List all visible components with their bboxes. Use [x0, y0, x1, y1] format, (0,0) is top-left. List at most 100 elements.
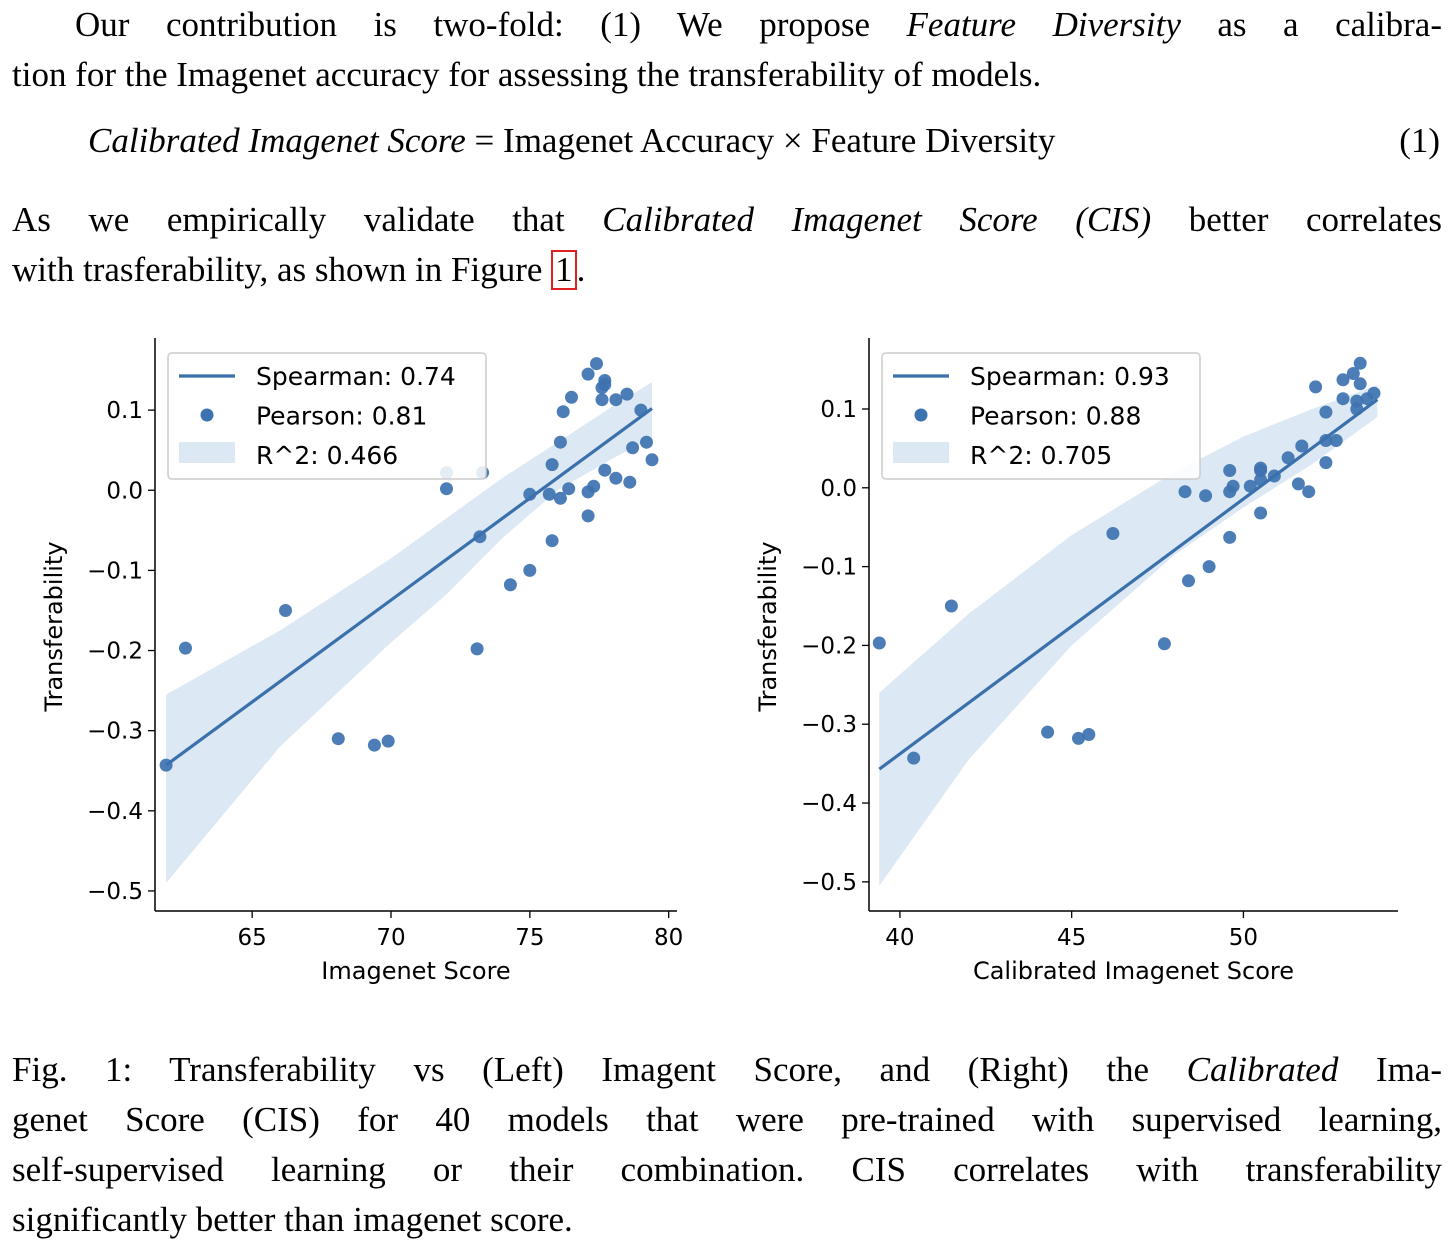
left-data-point-34 [609, 393, 623, 407]
right-data-point-11 [1199, 489, 1213, 503]
left-legend-entry-2: Pearson: 0.81 [256, 402, 427, 431]
left-data-point-13 [523, 563, 537, 577]
left-y-tick-label-3: −0.2 [87, 639, 143, 665]
right-data-point-1 [872, 636, 886, 650]
left-x-tick-label-65: 65 [238, 925, 267, 951]
right-legend-point-swatch [914, 408, 928, 422]
right-y-tick-label-4: −0.1 [801, 555, 857, 581]
equation-1: Calibrated Imagenet Score = Imagenet Acc… [0, 121, 1456, 171]
equation-number: (1) [1399, 121, 1440, 160]
left-legend-band-swatch [179, 442, 235, 463]
equation-rhs: Imagenet Accuracy × Feature Diversity [503, 121, 1056, 160]
left-y-tick-label-0: −0.5 [87, 879, 143, 905]
intro-paragraph: Our contribution is two-fold: (1) We pro… [12, 0, 1442, 100]
left-y-tick-label-6: 0.1 [106, 398, 143, 424]
validate-line-2: with trasferability, as shown in Figure … [12, 250, 586, 290]
right-y-tick-label-5: 0.0 [820, 476, 857, 502]
left-confidence-band [166, 382, 652, 883]
right-data-point-25 [1295, 439, 1309, 453]
left-data-point-25 [581, 367, 595, 381]
right-data-point-9 [1178, 485, 1192, 499]
right-y-tick-label-0: −0.5 [801, 870, 857, 896]
right-data-point-34 [1346, 367, 1360, 380]
right-data-point-33 [1336, 373, 1350, 387]
right-data-point-13 [1223, 530, 1237, 544]
left-data-point-33 [609, 471, 623, 485]
right-data-point-31 [1329, 434, 1343, 447]
equation-equals: = [465, 121, 504, 160]
right-data-point-26 [1302, 485, 1316, 499]
caption-line-3: self-supervised learning or their combin… [12, 1150, 1442, 1189]
intro-line-2: tion for the Imagenet accuracy for asses… [12, 55, 1042, 94]
right-legend-band-swatch [893, 442, 949, 463]
right-legend-entry-3: R^2: 0.705 [970, 441, 1112, 470]
figure-1: 65 70 75 80 −0.5 −0.4 −0.3 −0.2 −0.1 0.0 0.1 Imagen… [40, 338, 1398, 985]
right-x-axis-label: Calibrated Imagenet Score [973, 957, 1294, 985]
left-data-point-2 [179, 641, 192, 655]
right-data-point-15 [1223, 464, 1237, 477]
right-legend-entry-1: Spearman: 0.93 [970, 362, 1170, 391]
left-data-point-22 [565, 390, 578, 404]
left-data-point-18 [553, 491, 567, 505]
right-data-point-23 [1281, 451, 1295, 465]
left-data-point-12 [503, 578, 517, 592]
left-data-point-17 [545, 458, 559, 472]
left-data-point-28 [595, 393, 609, 407]
left-data-point-26 [587, 479, 601, 493]
right-legend-entry-2: Pearson: 0.88 [970, 402, 1141, 431]
right-data-point-21 [1254, 461, 1268, 475]
right-legend [881, 352, 1201, 480]
left-regression-line [165, 407, 653, 767]
left-x-tick-label-80: 80 [654, 925, 683, 951]
right-y-tick-label-2: −0.3 [801, 712, 857, 738]
left-data-point-24 [581, 509, 595, 523]
left-x-tick-label-75: 75 [515, 925, 544, 951]
right-data-point-3 [944, 599, 958, 613]
validate-paragraph: As we empirically validate that Calibrat… [12, 195, 1442, 295]
caption-line-4: significantly better than imagenet score… [12, 1200, 573, 1239]
right-data-point-10 [1182, 574, 1195, 588]
left-data-point-7 [440, 482, 453, 496]
left-data-point-39 [640, 435, 653, 449]
right-data-point-38 [1353, 356, 1367, 370]
right-data-point-24 [1291, 477, 1305, 491]
left-data-point-16 [545, 534, 559, 548]
figure-caption: Fig. 1: Transferability vs (Left) Imagen… [12, 1045, 1442, 1245]
left-data-point-3 [279, 604, 292, 617]
left-legend-entry-3: R^2: 0.466 [256, 441, 398, 470]
right-data-point-7 [1106, 527, 1120, 540]
left-data-point-21 [562, 482, 576, 496]
left-data-point-32 [598, 463, 612, 477]
right-data-point-40 [1367, 386, 1381, 400]
left-legend-entry-1: Spearman: 0.74 [256, 362, 456, 391]
right-data-point-12 [1202, 560, 1216, 574]
right-data-point-6 [1082, 728, 1096, 741]
left-legend [167, 352, 487, 480]
right-data-point-18 [1254, 506, 1268, 520]
left-data-point-36 [623, 475, 637, 489]
caption-line-1: Fig. 1: Transferability vs (Left) Imagen… [12, 1050, 1442, 1089]
right-scatter-plot: 40 45 50 −0.5 −0.4 −0.3 −0.2 −0.1 0.0 0.1 Calibrat… [754, 338, 1398, 985]
right-x-tick-label-50: 50 [1229, 925, 1258, 951]
left-data-point-4 [331, 732, 345, 746]
left-scatter-plot: 65 70 75 80 −0.5 −0.4 −0.3 −0.2 −0.1 0.0 0.1 Imagen… [40, 338, 683, 985]
left-data-point-27 [590, 357, 603, 371]
figure-reference-link[interactable]: 1 [551, 250, 577, 290]
left-data-point-15 [542, 487, 556, 501]
left-data-point-20 [556, 405, 570, 419]
left-data-point-19 [553, 435, 567, 449]
left-data-point-40 [645, 453, 659, 467]
right-y-axis-label: Transferability [754, 541, 782, 712]
right-data-point-30 [1319, 456, 1333, 470]
left-data-point-35 [620, 387, 634, 401]
right-data-point-5 [1072, 731, 1085, 745]
left-data-point-31 [598, 378, 612, 391]
left-legend-point-swatch [200, 408, 214, 422]
right-data-point-16 [1226, 479, 1240, 493]
right-data-point-27 [1309, 380, 1323, 394]
left-data-point-9 [470, 642, 484, 656]
left-y-tick-label-5: 0.0 [106, 478, 143, 504]
right-y-tick-label-3: −0.2 [801, 633, 857, 659]
left-data-point-6 [381, 734, 395, 748]
left-x-tick-label-70: 70 [376, 925, 405, 951]
